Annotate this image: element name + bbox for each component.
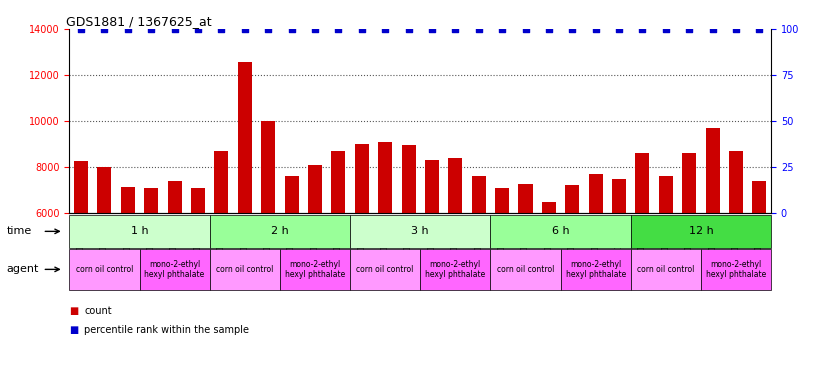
Point <box>215 26 228 32</box>
Bar <box>729 151 743 351</box>
Bar <box>285 176 299 351</box>
Bar <box>636 153 650 351</box>
Bar <box>706 128 720 351</box>
Point <box>753 26 766 32</box>
Bar <box>448 158 463 351</box>
Point <box>98 26 111 32</box>
Text: count: count <box>84 306 112 316</box>
Text: time: time <box>7 226 32 237</box>
Bar <box>612 179 626 351</box>
Bar <box>495 188 509 351</box>
Bar <box>97 167 112 351</box>
Bar <box>425 160 439 351</box>
Point <box>192 26 205 32</box>
Text: 2 h: 2 h <box>271 226 289 237</box>
Text: corn oil control: corn oil control <box>76 265 133 274</box>
Point <box>402 26 415 32</box>
Text: corn oil control: corn oil control <box>637 265 694 274</box>
Text: mono-2-ethyl
hexyl phthalate: mono-2-ethyl hexyl phthalate <box>706 260 766 279</box>
Text: agent: agent <box>7 264 39 275</box>
Bar <box>378 142 392 351</box>
Bar <box>144 188 158 351</box>
Point <box>168 26 181 32</box>
Bar <box>518 184 533 351</box>
Text: mono-2-ethyl
hexyl phthalate: mono-2-ethyl hexyl phthalate <box>285 260 345 279</box>
Bar <box>331 151 345 351</box>
Point <box>730 26 743 32</box>
Point <box>144 26 157 32</box>
Text: corn oil control: corn oil control <box>216 265 273 274</box>
Text: corn oil control: corn oil control <box>497 265 554 274</box>
Bar <box>565 185 579 351</box>
Text: mono-2-ethyl
hexyl phthalate: mono-2-ethyl hexyl phthalate <box>425 260 486 279</box>
Bar <box>191 188 205 351</box>
Text: 3 h: 3 h <box>411 226 429 237</box>
Point <box>379 26 392 32</box>
Bar <box>74 161 88 351</box>
Point <box>285 26 298 32</box>
Point <box>449 26 462 32</box>
Bar <box>167 181 182 351</box>
Bar <box>588 174 603 351</box>
Text: 1 h: 1 h <box>131 226 149 237</box>
Point <box>683 26 696 32</box>
Bar <box>659 176 673 351</box>
Bar <box>682 153 696 351</box>
Point <box>519 26 532 32</box>
Bar <box>355 144 369 351</box>
Point <box>543 26 556 32</box>
Point <box>565 26 579 32</box>
Point <box>308 26 322 32</box>
Point <box>332 26 345 32</box>
Point <box>74 26 87 32</box>
Text: GDS1881 / 1367625_at: GDS1881 / 1367625_at <box>66 15 211 28</box>
Bar <box>542 202 556 351</box>
Point <box>425 26 438 32</box>
Text: mono-2-ethyl
hexyl phthalate: mono-2-ethyl hexyl phthalate <box>565 260 626 279</box>
Point <box>472 26 486 32</box>
Point <box>495 26 508 32</box>
Point <box>122 26 135 32</box>
Point <box>636 26 649 32</box>
Text: ■: ■ <box>69 325 78 335</box>
Bar <box>121 187 135 351</box>
Text: 6 h: 6 h <box>552 226 570 237</box>
Point <box>238 26 251 32</box>
Text: ■: ■ <box>69 306 78 316</box>
Point <box>706 26 719 32</box>
Bar <box>261 121 275 351</box>
Bar <box>215 151 228 351</box>
Text: corn oil control: corn oil control <box>357 265 414 274</box>
Point <box>355 26 368 32</box>
Bar <box>401 145 415 351</box>
Text: percentile rank within the sample: percentile rank within the sample <box>84 325 249 335</box>
Bar <box>237 62 252 351</box>
Text: 12 h: 12 h <box>689 226 713 237</box>
Point <box>262 26 275 32</box>
Point <box>589 26 602 32</box>
Bar <box>472 176 486 351</box>
Point <box>613 26 626 32</box>
Bar <box>308 165 322 351</box>
Point <box>659 26 672 32</box>
Text: mono-2-ethyl
hexyl phthalate: mono-2-ethyl hexyl phthalate <box>144 260 205 279</box>
Bar <box>752 181 766 351</box>
